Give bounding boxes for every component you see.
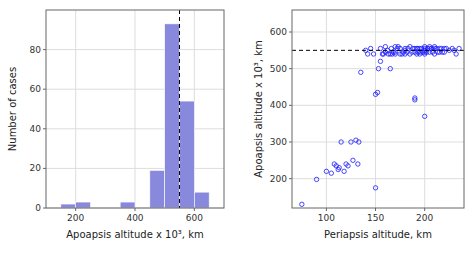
plot-frame <box>292 10 464 208</box>
grid-line <box>292 32 464 33</box>
tick-label: 200 <box>270 174 287 184</box>
tick <box>289 68 292 69</box>
grid-line <box>46 89 224 90</box>
point <box>376 66 380 70</box>
tick <box>43 49 46 50</box>
tick <box>289 32 292 33</box>
bar <box>150 170 165 208</box>
tick <box>289 142 292 143</box>
tick-label: 400 <box>270 100 287 110</box>
point <box>356 162 360 166</box>
tick <box>289 178 292 179</box>
point <box>342 169 346 173</box>
y-axis-label: Apoapsis altitude x 10³, km <box>253 40 264 177</box>
x-axis-label: Apoapsis altitude x 10³, km <box>66 229 203 240</box>
grid-line <box>75 10 76 208</box>
tick-label: 600 <box>186 213 203 223</box>
chart: 200 400 600 0 20 40 60 80 Apoapsis altitude x 10… <box>0 0 474 254</box>
tick <box>194 208 195 211</box>
plot-frame <box>46 10 224 208</box>
bar <box>120 202 135 208</box>
tick <box>43 128 46 129</box>
grid-line <box>46 49 224 50</box>
point <box>339 140 343 144</box>
point <box>422 114 426 118</box>
tick <box>326 208 327 211</box>
tick <box>75 208 76 211</box>
point <box>371 52 375 56</box>
tick-label: 20 <box>30 163 42 173</box>
point <box>324 169 328 173</box>
point <box>329 171 333 175</box>
tick <box>424 208 425 211</box>
tick-label: 200 <box>67 213 84 223</box>
point <box>349 140 353 144</box>
grid-line <box>46 128 224 129</box>
point <box>346 164 350 168</box>
tick-label: 400 <box>126 213 143 223</box>
tick <box>289 105 292 106</box>
tick <box>43 208 46 209</box>
reference-line <box>179 10 180 208</box>
marks <box>292 44 464 206</box>
point <box>359 70 363 74</box>
tick-label: 100 <box>318 213 335 223</box>
bar <box>61 204 76 208</box>
point <box>351 158 355 162</box>
bar <box>180 101 195 208</box>
point <box>357 140 361 144</box>
tick-label: 40 <box>30 124 42 134</box>
tick-label: 0 <box>35 203 41 213</box>
reference-line <box>292 50 464 51</box>
tick-label: 200 <box>416 213 433 223</box>
tick-label: 150 <box>367 213 384 223</box>
marks <box>61 10 209 208</box>
bar <box>194 192 209 208</box>
tick <box>375 208 376 211</box>
x-axis-label: Periapsis altitude, km <box>324 229 432 240</box>
tick <box>43 89 46 90</box>
grid-line <box>292 105 464 106</box>
grid-line <box>292 178 464 179</box>
point <box>375 90 379 94</box>
tick-label: 500 <box>270 64 287 74</box>
tick-label: 600 <box>270 27 287 37</box>
point <box>413 96 417 100</box>
grid-line <box>46 168 224 169</box>
y-axis-label: Number of cases <box>7 67 18 151</box>
grid-line <box>135 10 136 208</box>
tick-label: 60 <box>30 84 42 94</box>
point <box>314 177 318 181</box>
point <box>388 66 392 70</box>
tick-label: 300 <box>270 137 287 147</box>
point <box>373 186 377 190</box>
point <box>365 52 369 56</box>
point <box>378 59 382 63</box>
point <box>454 52 458 56</box>
panel: 100 150 200 200 300 400 500 600 Periapsis altitu… <box>253 10 464 240</box>
grid-line <box>292 68 464 69</box>
tick-label: 80 <box>30 45 42 55</box>
panel: 200 400 600 0 20 40 60 80 Apoapsis altitude x 10… <box>7 10 224 240</box>
point <box>337 165 341 169</box>
point <box>300 202 304 206</box>
bar <box>76 202 91 208</box>
tick <box>43 168 46 169</box>
grid-line <box>292 142 464 143</box>
tick <box>135 208 136 211</box>
bar <box>165 24 180 208</box>
